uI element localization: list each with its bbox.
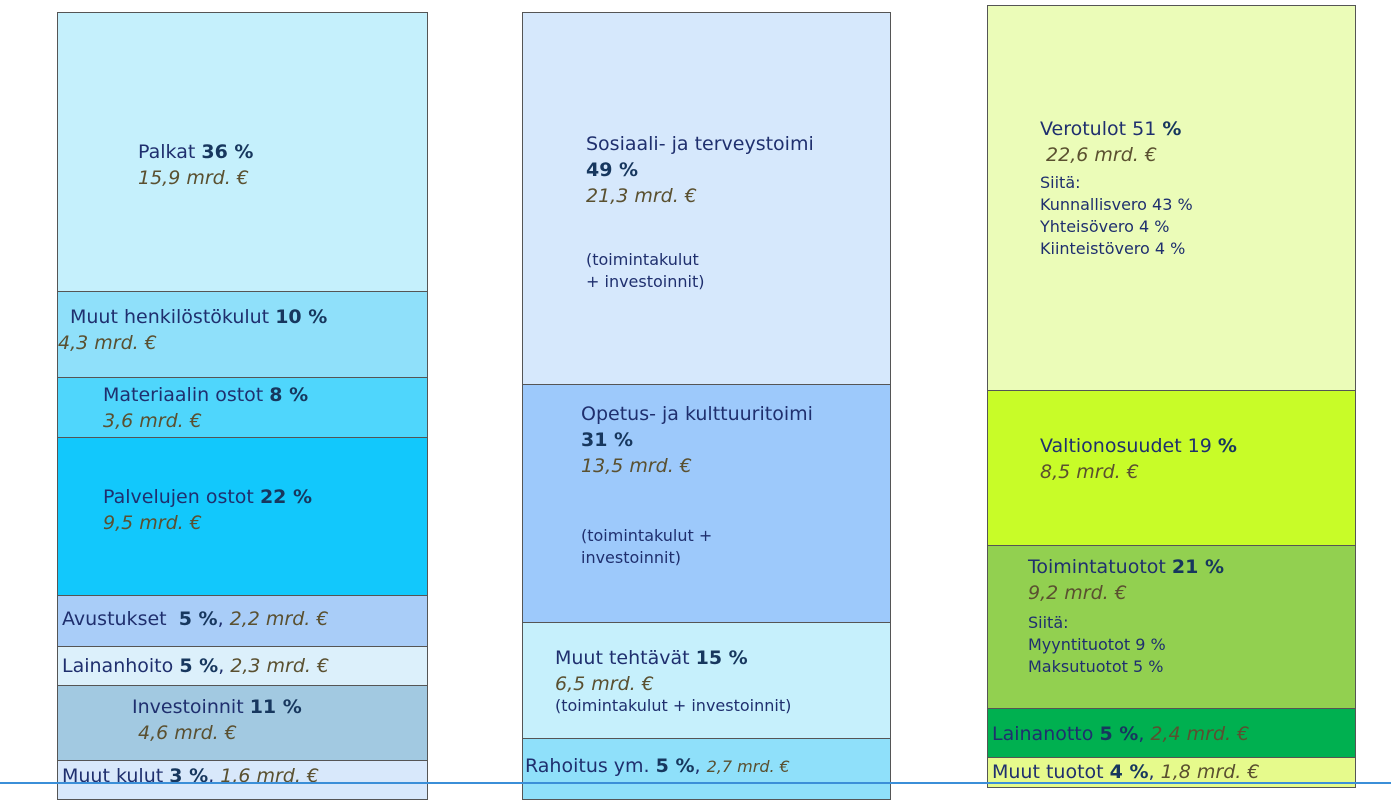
percent: 49 % [586,159,639,181]
amount: 21,3 mrd. € [586,185,697,207]
note: Siitä: [1028,613,1069,632]
note: (toimintakulut + [581,526,713,545]
note: Kunnallisvero 43 % [1040,195,1193,214]
amount: 6,5 mrd. € [555,673,654,695]
note: investoinnit) [581,548,681,567]
block: Muut kulut 3 %, 1,6 mrd. € [57,760,428,800]
income-column: Verotulot 51 % 22,6 mrd. € Siitä: Kunnall… [987,5,1356,788]
note: Yhteisövero 4 % [1040,217,1170,236]
amount: 1,6 mrd. € [220,765,320,787]
percent: 15 % [695,647,748,669]
amount: 9,5 mrd. € [103,512,202,534]
amount: 8,5 mrd. € [1040,461,1139,483]
percent: 3 % [169,765,209,787]
task-column: Sosiaali- ja terveystoimi 49 % 21,3 mrd. … [522,12,891,800]
label: Rahoitus ym. [525,755,650,777]
label: Avustukset [62,608,167,630]
note: + investoinnit) [586,272,705,291]
separator: , [694,755,701,777]
amount: 2,4 mrd. € [1150,723,1250,745]
label: Palkat [138,141,196,163]
block: Valtionosuudet 19 % 8,5 mrd. € [987,390,1356,546]
percent: 5 % [178,608,218,630]
baseline [0,782,1391,784]
amount: 4,3 mrd. € [58,332,157,354]
note: Kiinteistövero 4 % [1040,239,1186,258]
amount: 22,6 mrd. € [1046,144,1157,166]
amount: 3,6 mrd. € [103,410,202,432]
label: Verotulot 51 [1040,118,1157,140]
note: (toimintakulut [586,250,699,269]
separator: , [1148,761,1155,783]
percent: 36 % [201,141,254,163]
label: Muut tuotot [992,761,1104,783]
amount: 4,6 mrd. € [138,722,237,744]
percent: % [1217,435,1237,457]
block: Palvelujen ostot 22 % 9,5 mrd. € [57,437,428,596]
label: Lainanhoito [62,655,174,677]
label: Valtionosuudet 19 [1040,435,1212,457]
label: Muut henkilöstökulut [70,306,270,328]
amount: 2,3 mrd. € [230,655,330,677]
label: Muut kulut [62,765,164,787]
amount: 15,9 mrd. € [138,167,249,189]
label: Palvelujen ostot [103,486,254,508]
block: Muut henkilöstökulut 10 % 4,3 mrd. € [57,291,428,378]
block: Lainanotto 5 %, 2,4 mrd. € [987,708,1356,758]
percent: 5 % [655,755,695,777]
label: Lainanotto [992,723,1094,745]
amount: 2,7 mrd. € [706,757,790,776]
separator: , [217,608,224,630]
expense-column: Palkat 36 % 15,9 mrd. € Muut henkilöstöku… [57,12,428,800]
separator: , [208,765,215,787]
percent: 22 % [259,486,313,508]
separator: , [218,655,225,677]
amount: 9,2 mrd. € [1028,582,1127,604]
label: Toimintatuotot [1028,556,1166,578]
label: Muut tehtävät [555,647,690,669]
percent: 21 % [1171,556,1224,578]
percent: 5 % [179,655,219,677]
percent: 8 % [269,384,309,406]
percent: % [1162,118,1182,140]
block: Investoinnit 11 % 4,6 mrd. € [57,685,428,761]
note: Myyntituotot 9 % [1028,635,1166,654]
block: Lainanhoito 5 %, 2,3 mrd. € [57,646,428,686]
note: Siitä: [1040,173,1081,192]
percent: 10 % [275,306,328,328]
percent: 31 % [581,429,634,451]
block: Opetus- ja kulttuuritoimi 31 % 13,5 mrd. … [522,384,891,623]
block: Toimintatuotot 21 % 9,2 mrd. € Siitä: Myyn… [987,545,1356,709]
label: Materiaalin ostot [103,384,264,406]
block: Palkat 36 % 15,9 mrd. € [57,12,428,292]
block: Muut tehtävät 15 % 6,5 mrd. € (toimintaku… [522,622,891,739]
block: Verotulot 51 % 22,6 mrd. € Siitä: Kunnall… [987,5,1356,391]
note: Maksutuotot 5 % [1028,657,1164,676]
percent: 4 % [1109,761,1149,783]
separator: , [1138,723,1145,745]
amount: 2,2 mrd. € [229,608,329,630]
block: Sosiaali- ja terveystoimi 49 % 21,3 mrd. … [522,12,891,385]
amount: 1,8 mrd. € [1160,761,1260,783]
block: Avustukset 5 %, 2,2 mrd. € [57,595,428,647]
block: Rahoitus ym. 5 %, 2,7 mrd. € [522,738,891,800]
block: Materiaalin ostot 8 % 3,6 mrd. € [57,377,428,438]
label: Investoinnit [132,696,244,718]
percent: 11 % [249,696,302,718]
percent: 5 % [1099,723,1139,745]
note: (toimintakulut + investoinnit) [555,696,792,715]
label: Opetus- ja kulttuuritoimi [581,403,813,425]
amount: 13,5 mrd. € [581,455,692,477]
label: Sosiaali- ja terveystoimi [586,133,814,155]
